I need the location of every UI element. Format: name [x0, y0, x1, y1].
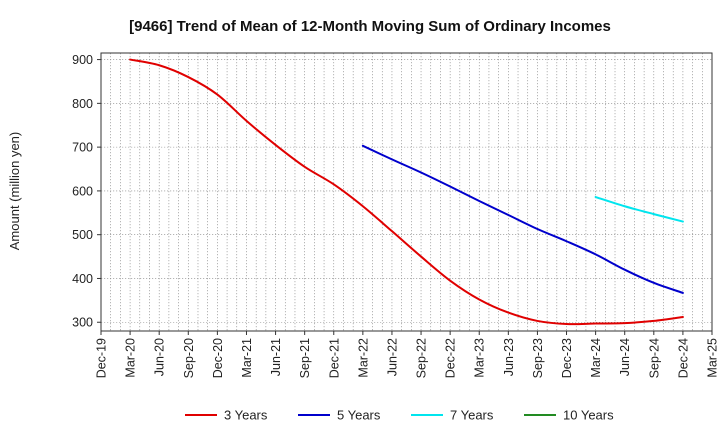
y-tick-label: 500 [72, 228, 93, 242]
x-tick-label: Jun-24 [618, 338, 632, 376]
legend: 3 Years 5 Years 7 Years 10 Years [185, 408, 614, 423]
x-tick-label: Dec-24 [676, 338, 690, 378]
x-tick-label: Dec-22 [444, 338, 458, 378]
x-tick-label: Dec-21 [327, 338, 341, 378]
y-tick-label: 600 [72, 184, 93, 198]
plot-frame [100, 52, 713, 332]
x-tick-label: Jun-23 [502, 338, 516, 376]
x-tick-label: Sep-20 [182, 338, 196, 378]
x-tick-label: Sep-24 [647, 338, 661, 378]
y-tick-label: 800 [72, 97, 93, 111]
y-tick-label: 700 [72, 141, 93, 155]
series-line-5-years [361, 144, 684, 294]
x-tick-label: Sep-22 [415, 338, 429, 378]
y-tick-label: 400 [72, 272, 93, 286]
x-tick-label: Jun-21 [269, 338, 283, 376]
series-lines [129, 58, 684, 326]
chart-title: [9466] Trend of Mean of 12-Month Moving … [129, 18, 611, 35]
x-tick-label: Sep-23 [531, 338, 545, 378]
x-tick-label: Dec-19 [95, 338, 109, 378]
legend-label-7-years: 7 Years [450, 408, 494, 423]
plot-area [101, 53, 712, 331]
y-tick-label: 300 [72, 316, 93, 330]
x-tick-label: Mar-20 [124, 338, 138, 378]
series-line-7-years [594, 196, 684, 223]
x-tick-label: Jun-22 [385, 338, 399, 376]
x-tick-label: Dec-20 [211, 338, 225, 378]
x-tick-label: Mar-21 [240, 338, 254, 378]
axes: 300 400 500 600 700 800 900 Dec-19 Mar-20 Jun-20 S… [72, 52, 720, 378]
x-tick-label: Mar-25 [706, 338, 720, 378]
x-tick-label: Sep-21 [298, 338, 312, 378]
y-axis-label: Amount (million yen) [7, 132, 22, 251]
legend-label-3-years: 3 Years [224, 408, 268, 423]
legend-label-5-years: 5 Years [337, 408, 381, 423]
x-tick-label: Mar-24 [589, 338, 603, 378]
x-tick-label: Jun-20 [153, 338, 167, 376]
x-tick-label: Mar-23 [473, 338, 487, 378]
grid [101, 53, 712, 331]
series-line-3-years [129, 58, 684, 326]
y-tick-label: 900 [72, 53, 93, 67]
x-tick-label: Dec-23 [560, 338, 574, 378]
legend-label-10-years: 10 Years [563, 408, 614, 423]
x-tick-label: Mar-22 [356, 338, 370, 378]
